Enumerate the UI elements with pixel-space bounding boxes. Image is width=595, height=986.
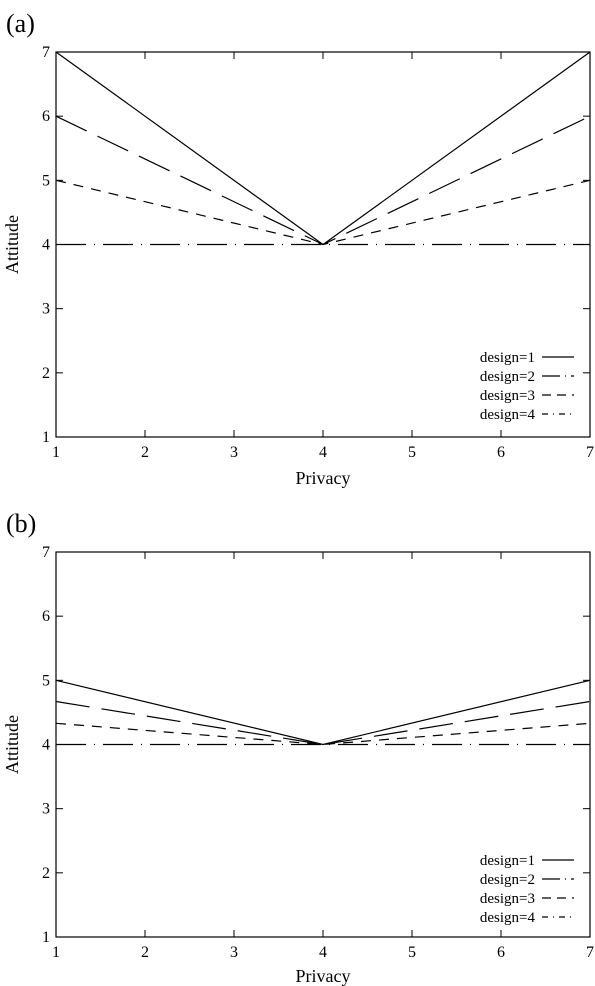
y-tick-label: 4 — [42, 237, 50, 254]
x-tick-label: 1 — [52, 944, 60, 961]
y-tick-label: 6 — [42, 108, 50, 125]
series-line-design-2 — [55, 700, 591, 746]
y-tick-label: 5 — [42, 172, 50, 189]
legend-label: design=3 — [480, 388, 535, 404]
legend: design=1 design=2 design=3 design=4 — [480, 350, 574, 423]
chart-panel-1: (a) 1 2 3 4 5 6 7 1 2 3 4 5 6 7 Privacy Attitude design=1… — [2, 9, 594, 488]
x-tick-label: 2 — [141, 944, 149, 961]
y-tick-label: 6 — [42, 608, 50, 625]
y-tick-label: 7 — [42, 44, 50, 61]
legend-label: design=1 — [480, 853, 535, 869]
x-tick-label: 5 — [408, 944, 416, 961]
legend-label: design=1 — [480, 350, 535, 366]
x-tick-label: 6 — [497, 444, 505, 461]
series-line-design-3 — [55, 722, 591, 746]
x-axis-label: Privacy — [296, 468, 351, 488]
legend-label: design=4 — [480, 910, 536, 926]
chart-panel-2: (b) 1 2 3 4 5 6 7 1 2 3 4 5 6 7 Privacy Attitude design=1… — [2, 509, 594, 986]
panel-label: (a) — [6, 9, 35, 38]
y-tick-label: 5 — [42, 672, 50, 689]
x-tick-label: 3 — [230, 444, 238, 461]
legend-label: design=2 — [480, 369, 535, 385]
x-tick-label: 3 — [230, 944, 238, 961]
y-tick-label: 1 — [42, 929, 50, 946]
x-tick-label: 7 — [586, 944, 594, 961]
x-tick-label: 4 — [319, 944, 327, 961]
y-tick-label: 3 — [42, 301, 50, 318]
x-tick-label: 7 — [586, 444, 594, 461]
series-line-design-3 — [55, 179, 591, 246]
x-tick-label: 5 — [408, 444, 416, 461]
y-tick-label: 7 — [42, 544, 50, 561]
legend: design=1 design=2 design=3 design=4 — [480, 853, 574, 926]
series-line-design-2 — [55, 115, 591, 246]
y-axis-label: Attitude — [2, 215, 22, 274]
y-tick-label: 2 — [42, 865, 50, 882]
legend-label: design=4 — [480, 407, 536, 423]
x-tick-label: 4 — [319, 444, 327, 461]
x-tick-label: 6 — [497, 944, 505, 961]
legend-label: design=3 — [480, 891, 535, 907]
y-tick-label: 2 — [42, 365, 50, 382]
x-tick-label: 2 — [141, 444, 149, 461]
x-axis-label: Privacy — [296, 966, 351, 986]
y-tick-label: 3 — [42, 801, 50, 818]
series-line-design-1 — [55, 679, 591, 746]
y-tick-label: 1 — [42, 429, 50, 446]
legend-label: design=2 — [480, 872, 535, 888]
panel-label: (b) — [6, 509, 36, 538]
y-tick-label: 4 — [42, 737, 50, 754]
y-axis-label: Attitude — [2, 715, 22, 774]
series-line-design-1 — [55, 51, 591, 246]
x-tick-label: 1 — [52, 444, 60, 461]
